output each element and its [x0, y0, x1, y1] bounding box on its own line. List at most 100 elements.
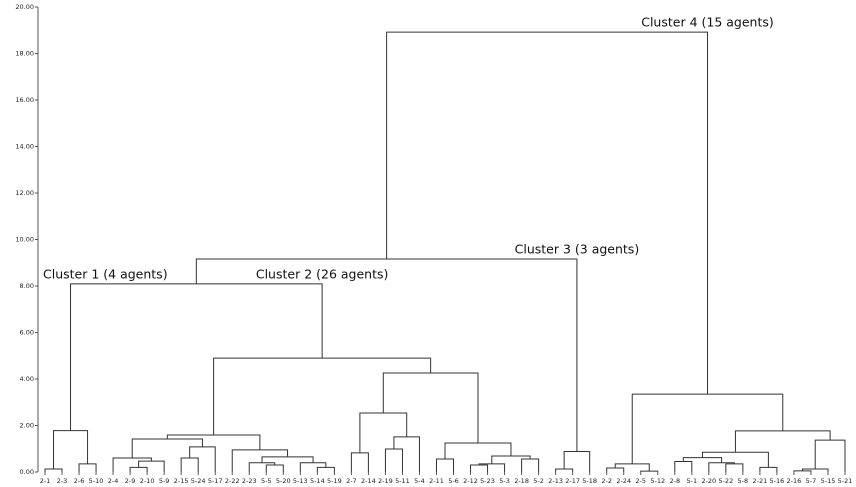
y-tick-label: 16.00	[15, 96, 34, 104]
merge	[444, 442, 512, 459]
leaf-label: 2-7	[346, 477, 357, 485]
leaf-label: 2-12	[463, 477, 478, 485]
leaf-label: 2-15	[174, 477, 189, 485]
y-tick-label: 2.00	[20, 422, 34, 430]
y-tick-label: 4.00	[20, 375, 34, 383]
y-tick-label: 6.00	[20, 329, 34, 337]
leaf-label: 2-6	[74, 477, 85, 485]
leaf-label: 5-4	[414, 477, 425, 485]
leaf-label: 2-14	[361, 477, 376, 485]
y-tick-label: 0.00	[20, 468, 34, 476]
y-tick-label: 8.00	[20, 282, 34, 290]
leaf-label: 5-18	[582, 477, 597, 485]
merge	[734, 430, 831, 453]
merge	[78, 463, 97, 472]
merge	[189, 446, 216, 472]
cluster-annotation: Cluster 1 (4 agents)	[43, 266, 168, 281]
merge	[814, 439, 846, 472]
merge	[166, 434, 261, 450]
merge	[521, 458, 540, 472]
merge	[316, 466, 335, 472]
leaf-label: 2-2	[601, 477, 612, 485]
merge	[801, 468, 829, 472]
leaf-label: 5-2	[533, 477, 544, 485]
leaf-label: 2-17	[565, 477, 580, 485]
merge	[386, 31, 708, 395]
leaf-label: 2-24	[616, 477, 631, 485]
merge	[555, 468, 574, 472]
leaf-label: 2-1	[40, 477, 51, 485]
merge	[359, 412, 408, 453]
leaf-label: 5-12	[650, 477, 665, 485]
leaf-label: 5-1	[686, 477, 697, 485]
leaf-label: 2-19	[378, 477, 393, 485]
leaf-label: 2-21	[753, 477, 768, 485]
leaf-label: 5-11	[395, 477, 410, 485]
y-tick-label: 20.00	[15, 3, 34, 11]
merge	[261, 456, 314, 463]
merge	[213, 357, 432, 436]
merge	[129, 466, 148, 472]
leaf-label: 5-9	[159, 477, 170, 485]
merge	[435, 458, 455, 472]
leaf-label: 2-4	[108, 477, 119, 485]
merge	[138, 460, 165, 472]
merge	[53, 430, 89, 469]
leaf-label: 2-16	[787, 477, 802, 485]
merge	[793, 470, 812, 472]
merge	[112, 457, 152, 472]
leaf-label: 5-10	[89, 477, 104, 485]
merge	[180, 457, 199, 472]
y-tick-label: 18.00	[15, 50, 34, 58]
leaf-label: 5-15	[821, 477, 836, 485]
y-tick-label: 12.00	[15, 189, 34, 197]
merge	[491, 455, 531, 464]
leaf-label: 5-3	[499, 477, 510, 485]
merge	[384, 448, 403, 472]
leaf-label: 5-6	[448, 477, 459, 485]
cluster-annotation: Cluster 4 (15 agents)	[641, 15, 774, 30]
leaf-label: 5-7	[806, 477, 817, 485]
merge	[231, 449, 289, 472]
merge	[640, 470, 659, 472]
cluster-annotation: Cluster 2 (26 agents)	[256, 266, 389, 281]
leaf-label: 5-19	[327, 477, 342, 485]
merge	[393, 436, 420, 472]
leaf-label: 2-10	[140, 477, 155, 485]
merge	[265, 464, 284, 472]
leaf-label: 2-13	[548, 477, 563, 485]
leaf-label: 2-18	[514, 477, 529, 485]
merge	[44, 468, 63, 472]
merge	[195, 258, 578, 452]
leaf-label: 5-16	[770, 477, 785, 485]
merge	[631, 393, 784, 464]
leaf-label: 2-9	[125, 477, 136, 485]
merge	[70, 283, 323, 431]
leaf-label: 5-22	[718, 477, 733, 485]
merge	[614, 463, 650, 472]
leaf-label: 2-20	[701, 477, 716, 485]
leaf-label: 5-14	[310, 477, 325, 485]
leaf-label: 5-20	[276, 477, 291, 485]
leaf-label: 5-13	[293, 477, 308, 485]
leaf-label: 2-5	[635, 477, 646, 485]
leaf-label: 2-11	[429, 477, 444, 485]
merge	[606, 467, 625, 472]
merge	[350, 452, 369, 472]
leaf-label: 2-23	[242, 477, 257, 485]
merge	[382, 372, 479, 443]
merge	[248, 462, 276, 472]
merge	[131, 438, 203, 459]
leaf-label: 5-23	[480, 477, 495, 485]
y-tick-label: 10.00	[15, 236, 34, 244]
leaf-label: 5-24	[191, 477, 206, 485]
merge	[725, 463, 744, 472]
leaf-label: 5-21	[838, 477, 853, 485]
leaf-label: 5-8	[738, 477, 749, 485]
leaf-label: 2-3	[57, 477, 68, 485]
leaf-label: 5-5	[261, 477, 272, 485]
merge	[759, 466, 778, 472]
cluster-annotation: Cluster 3 (3 agents)	[515, 242, 640, 257]
